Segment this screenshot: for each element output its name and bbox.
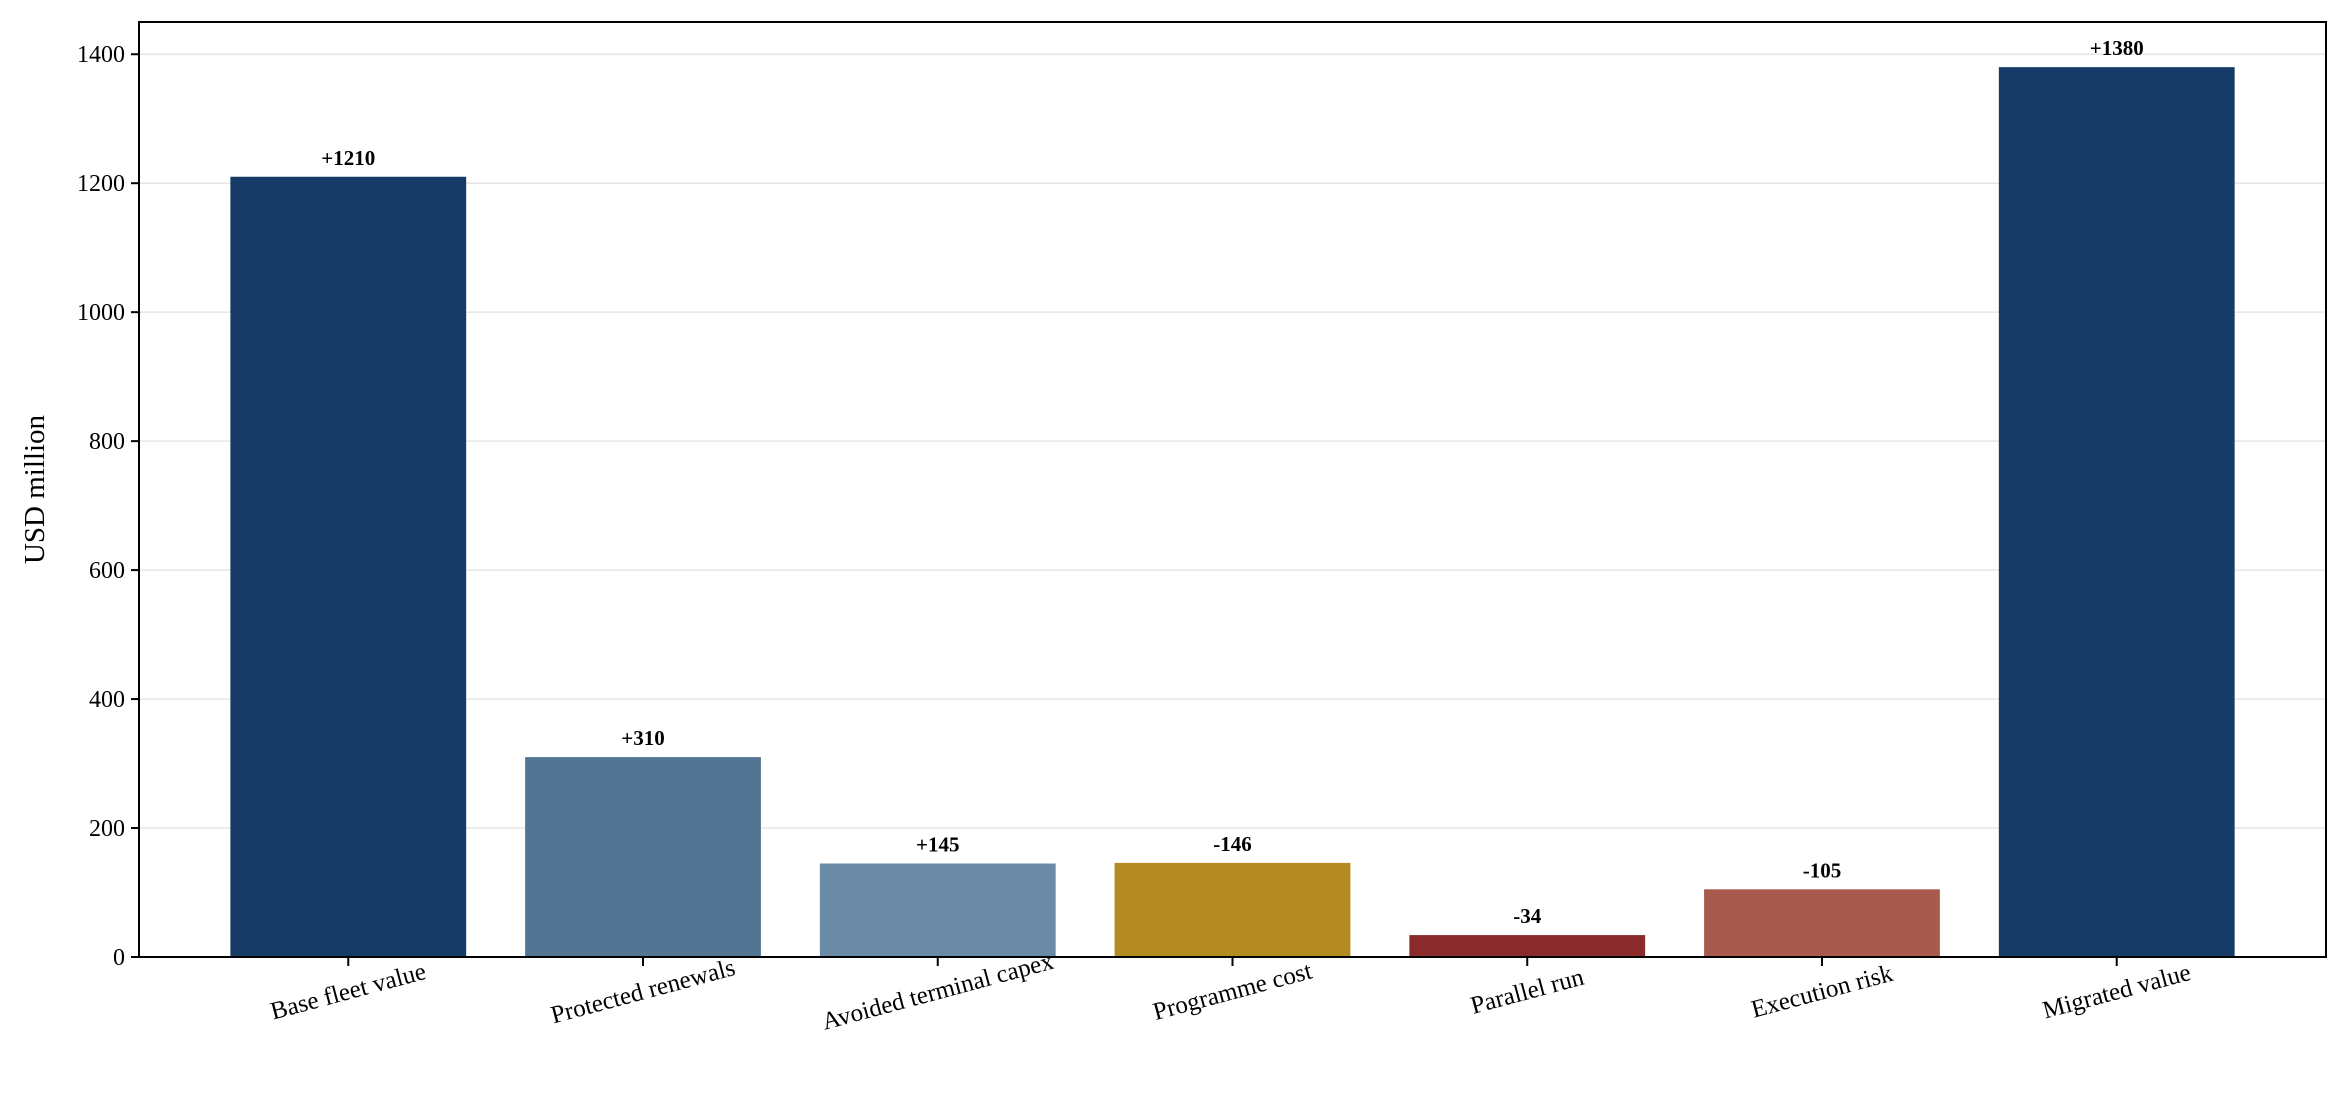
plot-frame [138,21,2327,958]
data-label-2: +145 [916,833,959,857]
data-label-1: +310 [621,726,664,750]
y-tick-label: 400 [89,687,125,713]
bar-5 [1704,889,1940,957]
data-labels: +1210 +310 +145 -146 -34 -105 +1380 [321,36,2143,928]
data-label-0: +1210 [321,146,375,170]
y-tick-label: 200 [89,816,125,842]
y-tick-label: 1200 [77,171,125,197]
bar-6 [1998,67,2235,957]
y-tick-label: 1000 [77,300,125,326]
y-tick-label: 0 [113,945,125,971]
data-label-5: -105 [1803,858,1842,882]
data-label-4: -34 [1513,904,1541,928]
y-tick-label: 1400 [77,42,125,68]
y-axis-title: USD million [19,414,51,564]
bar-0 [230,176,467,958]
grid-lines [139,53,2326,958]
x-tick-label-6: Migrated value [2040,959,2194,1024]
bars [230,67,2235,958]
bar-1 [525,757,761,957]
y-axis: 0 200 400 600 800 1000 1200 1400 [77,42,139,971]
data-label-3: -146 [1213,832,1252,856]
bar-3 [1114,862,1351,957]
bar-4 [1409,935,1646,957]
data-label-6: +1380 [2090,36,2144,60]
x-tick-label-4: Parallel run [1468,964,1587,1020]
x-tick-label-5: Execution risk [1748,960,1896,1024]
x-tick-label-3: Programme cost [1150,958,1315,1026]
x-axis: Base fleet value Protected renewals Avoide… [268,948,2194,1036]
y-tick-label: 600 [89,558,125,584]
bar-2 [819,863,1056,957]
x-tick-label-0: Base fleet value [268,958,429,1025]
y-tick-label: 800 [89,429,125,455]
